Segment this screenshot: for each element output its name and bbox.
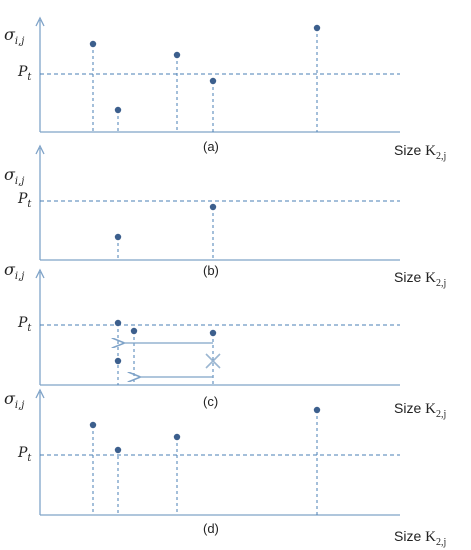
panel-c-threshold-label: Pt: [17, 315, 32, 334]
panel-b: σi,j Pt (b) Size K2,j: [4, 144, 446, 289]
panel-a-y-label: σi,j: [4, 25, 24, 47]
panel-a-threshold-label: Pt: [17, 64, 32, 83]
panel-c-removed-mark: [205, 353, 221, 369]
panel-d-tag: (d): [203, 521, 219, 536]
panel-a-point-2: [114, 106, 122, 114]
panel-d-y-label: σi,j: [4, 389, 24, 411]
panel-a-point-1: [89, 40, 97, 48]
panel-d-point-2: [114, 446, 122, 454]
panel-c-y-label: σi,j: [4, 260, 24, 282]
panel-a-point-4: [209, 77, 217, 85]
panel-b-point-1: [114, 233, 122, 241]
panel-a: σi,j Pt (a) Size K2,j: [4, 16, 446, 162]
panel-b-threshold-label: Pt: [17, 191, 32, 210]
panel-d: σi,j Pt (d) Size K2,j: [4, 388, 446, 548]
panel-a-point-5: [313, 24, 321, 32]
panel-c-point-3: [130, 327, 138, 335]
panel-c-tag: (c): [203, 394, 218, 409]
panel-b-x-label: Size K2,j: [394, 269, 446, 289]
panel-d-point-3: [173, 433, 181, 441]
panel-c-point-2: [114, 357, 122, 365]
panel-d-point-4: [313, 406, 321, 414]
panel-c-x-label: Size K2,j: [394, 400, 446, 420]
panel-d-point-1: [89, 421, 97, 429]
panel-d-y-arrow: [35, 388, 45, 399]
panel-c-point-1: [114, 319, 122, 327]
panel-b-point-2: [209, 203, 217, 211]
panel-a-x-label: Size K2,j: [394, 142, 446, 162]
panel-d-x-label: Size K2,j: [394, 528, 446, 548]
panel-a-tag: (a): [203, 139, 219, 154]
panel-a-y-arrow: [35, 16, 45, 27]
panel-d-threshold-label: Pt: [17, 445, 32, 464]
panel-c-y-arrow: [35, 268, 45, 279]
panel-a-point-3: [173, 51, 181, 59]
panel-b-y-label: σi,j: [4, 165, 24, 187]
panel-c: σi,j Pt (c) Size K2,j: [4, 260, 446, 420]
panel-b-y-arrow: [35, 144, 45, 155]
panel-b-tag: (b): [203, 263, 219, 278]
panel-c-point-4: [209, 329, 217, 337]
